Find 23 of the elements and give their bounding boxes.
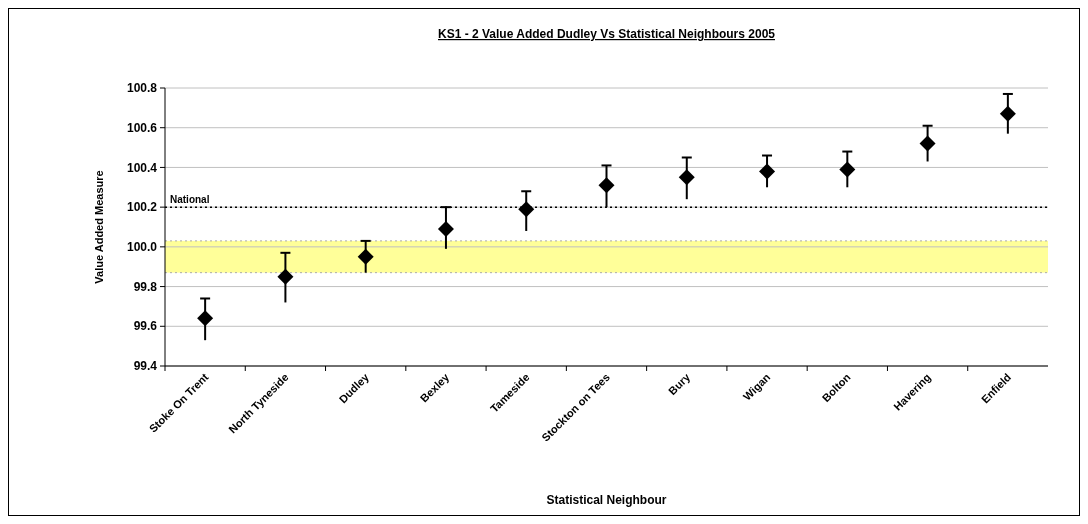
y-tick-label: 99.6 <box>133 319 158 334</box>
y-tick-label: 99.8 <box>133 279 158 294</box>
y-tick-label: 100.6 <box>126 120 158 135</box>
point <box>437 220 454 237</box>
y-tick-label: 99.4 <box>133 359 158 374</box>
y-tick-label: 100.0 <box>126 240 158 255</box>
point <box>839 161 856 178</box>
point <box>759 163 776 180</box>
y-tick-label: 100.2 <box>126 200 158 215</box>
x-axis-title: Statistical Neighbour <box>546 493 667 507</box>
chart-title: KS1 - 2 Value Added Dudley Vs Statistical Neighbours 2005 <box>438 27 776 41</box>
point <box>919 135 936 152</box>
point <box>598 177 615 194</box>
y-tick-label: 100.8 <box>126 81 158 96</box>
y-axis-title: Value Added Measure <box>93 170 105 284</box>
point <box>277 268 294 285</box>
point <box>518 201 535 218</box>
y-tick-label: 100.4 <box>126 160 158 175</box>
point <box>678 169 695 186</box>
ref-line-label: National <box>170 194 210 206</box>
point <box>197 310 214 327</box>
point <box>357 248 374 265</box>
point <box>999 105 1016 122</box>
